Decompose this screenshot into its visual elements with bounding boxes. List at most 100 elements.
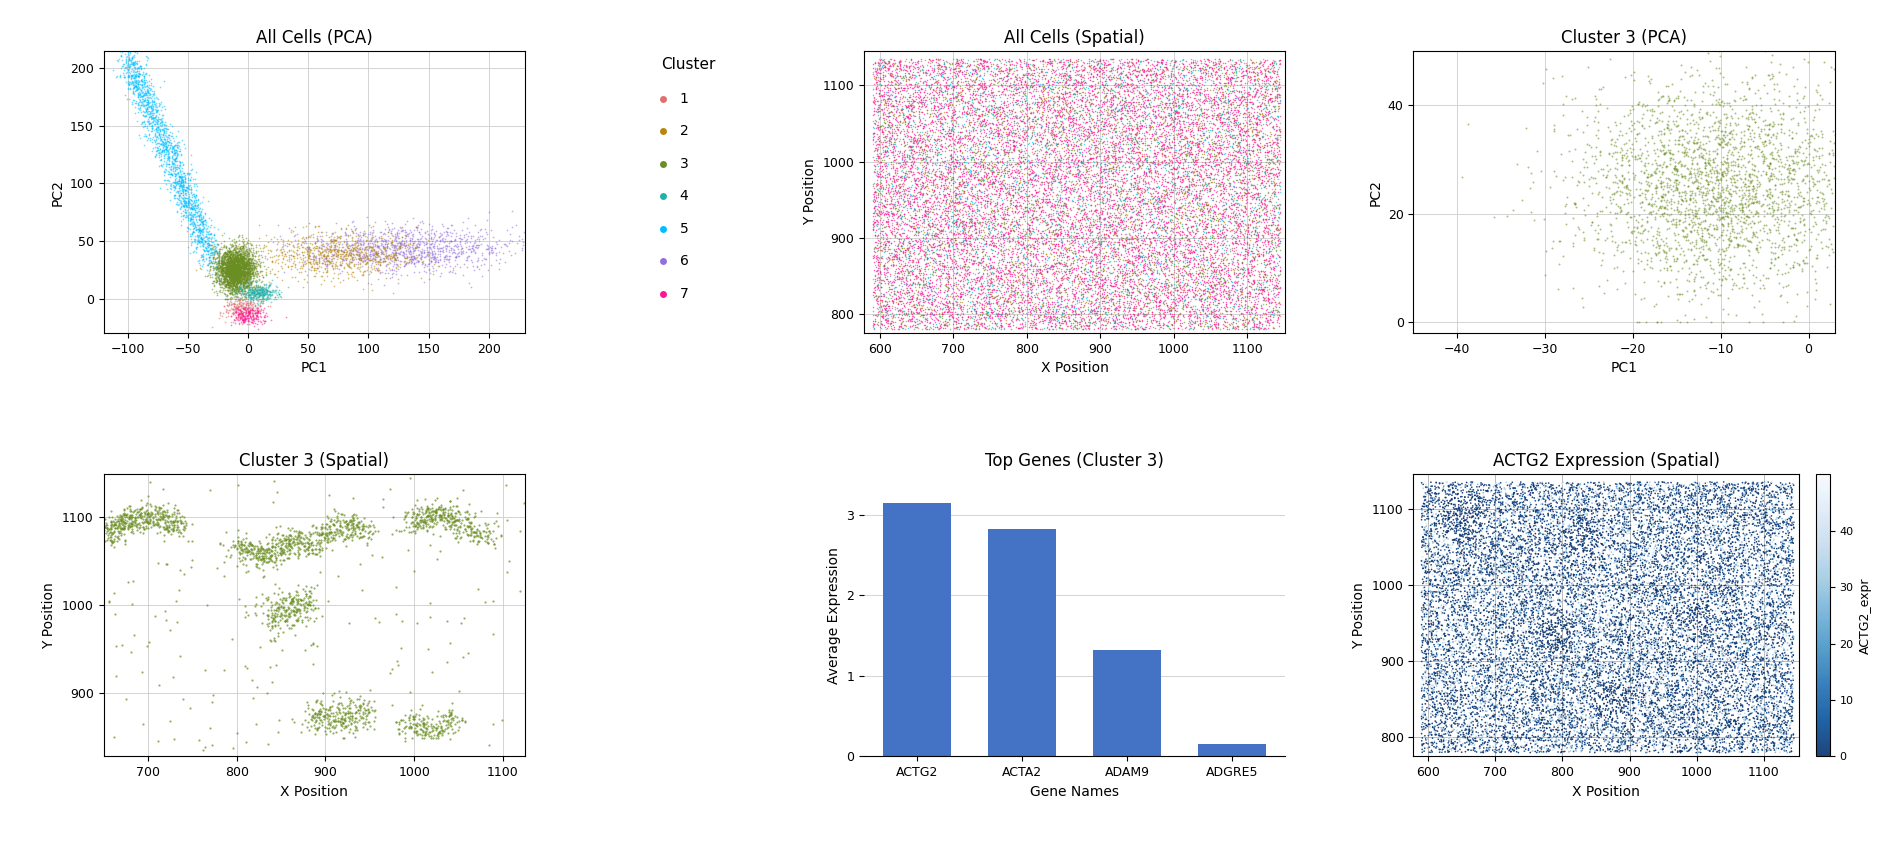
Point <box>945 235 975 249</box>
Point <box>1156 59 1186 72</box>
Point <box>1660 203 1690 217</box>
Point <box>949 280 979 294</box>
Point <box>903 246 933 259</box>
Point <box>171 200 201 213</box>
Point <box>1660 117 1690 131</box>
Point <box>1058 79 1088 93</box>
Point <box>1730 628 1760 642</box>
Point <box>913 65 943 79</box>
Point <box>1182 154 1212 167</box>
Point <box>886 179 917 193</box>
Point <box>1524 493 1555 507</box>
Point <box>1474 664 1504 677</box>
Point <box>1647 647 1677 660</box>
Point <box>1641 633 1671 647</box>
Point <box>1707 554 1737 568</box>
Point <box>1778 532 1809 546</box>
Point <box>1188 122 1218 135</box>
Point <box>337 237 367 251</box>
Point <box>243 286 273 299</box>
Point <box>1061 246 1092 259</box>
Point <box>1001 185 1031 199</box>
Point <box>1460 669 1491 683</box>
Point <box>873 167 903 180</box>
Point <box>1799 178 1829 191</box>
Point <box>1014 149 1045 162</box>
Point <box>1686 165 1716 178</box>
Point <box>220 269 250 283</box>
Point <box>267 546 297 559</box>
Point <box>269 539 299 552</box>
Point <box>1165 171 1195 184</box>
Point <box>1549 560 1579 574</box>
Point <box>1142 169 1172 183</box>
Point <box>1261 200 1291 213</box>
Point <box>134 92 164 105</box>
Point <box>1551 542 1581 556</box>
Point <box>1442 674 1472 688</box>
Point <box>216 255 247 269</box>
Point <box>1792 127 1822 140</box>
Point <box>1711 148 1741 162</box>
Point <box>1611 694 1641 708</box>
Point <box>1568 716 1598 729</box>
Point <box>1583 660 1613 674</box>
Point <box>1421 737 1451 751</box>
Point <box>879 320 909 334</box>
Point <box>1073 262 1103 275</box>
Point <box>1667 550 1698 564</box>
Point <box>1684 536 1715 550</box>
Point <box>1656 670 1686 683</box>
Point <box>205 264 235 277</box>
Point <box>1013 82 1043 95</box>
Point <box>1651 521 1681 535</box>
Point <box>1660 591 1690 604</box>
Point <box>1009 235 1039 249</box>
Point <box>1767 188 1797 201</box>
Point <box>1449 666 1479 680</box>
Point <box>160 176 190 190</box>
Point <box>1539 572 1570 586</box>
Point <box>209 256 239 269</box>
Point <box>1174 245 1204 258</box>
Point <box>1242 186 1272 200</box>
Point <box>1204 153 1235 167</box>
Point <box>1651 728 1681 742</box>
Point <box>1412 733 1442 746</box>
Point <box>1227 262 1257 275</box>
Point <box>1415 719 1445 733</box>
Point <box>962 306 992 320</box>
Point <box>1669 736 1699 750</box>
Point <box>224 257 254 270</box>
Point <box>1558 620 1588 633</box>
Point <box>1709 133 1739 147</box>
Point <box>939 162 969 175</box>
Point <box>1692 582 1722 596</box>
Point <box>1460 732 1491 745</box>
Point <box>1447 495 1477 508</box>
Point <box>1664 725 1694 739</box>
Point <box>1477 609 1507 623</box>
Point <box>1737 598 1767 611</box>
Point <box>1519 704 1549 717</box>
Point <box>356 524 386 537</box>
Point <box>1564 496 1594 509</box>
Point <box>1261 73 1291 87</box>
Point <box>1455 694 1485 708</box>
Point <box>1455 653 1485 666</box>
Point <box>1182 128 1212 141</box>
Point <box>233 263 263 276</box>
Point <box>1178 130 1208 144</box>
Point <box>1428 574 1459 587</box>
Point <box>956 242 986 256</box>
Point <box>922 133 952 146</box>
Point <box>1603 553 1634 567</box>
Point <box>1041 223 1071 236</box>
Point <box>230 256 260 269</box>
Point <box>1180 244 1210 258</box>
Point <box>1675 665 1705 678</box>
Point <box>1252 80 1282 94</box>
Point <box>1673 500 1703 513</box>
Point <box>480 537 510 551</box>
Point <box>1718 636 1748 649</box>
